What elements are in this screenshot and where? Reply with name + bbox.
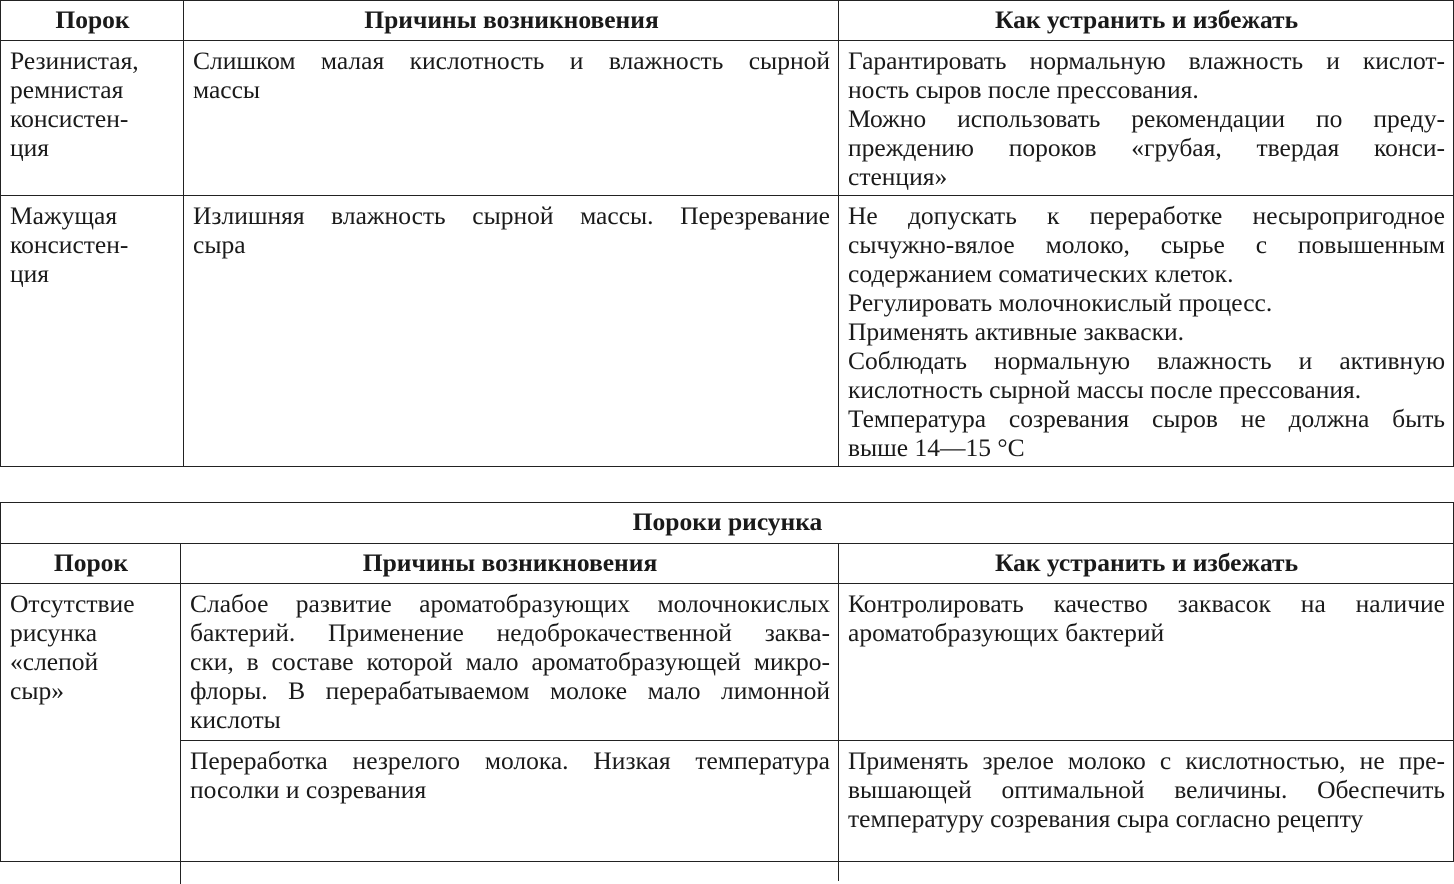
text-line: Слабое развитие ароматобразующих молочно… bbox=[190, 589, 830, 618]
text-line: консистен- bbox=[10, 230, 129, 259]
text-line: ция bbox=[10, 133, 50, 162]
text-line: температуру созревания сыра согласно рец… bbox=[848, 804, 1364, 833]
text-line: Слишком малая кислотность и влажность сы… bbox=[193, 46, 830, 75]
text-line: Не допускать к переработке несыропригодн… bbox=[848, 201, 1445, 230]
text-line: Излишняя влажность сырной массы. Перезре… bbox=[193, 201, 830, 230]
row1-causes: Слабое развитие ароматобразующих молочно… bbox=[181, 584, 839, 741]
text-line: ски, в составе которой мало ароматобразу… bbox=[190, 647, 830, 676]
text-line: Переработка незрелого молока. Низкая тем… bbox=[190, 746, 830, 775]
text-line: Температура созревания сыров не должна б… bbox=[848, 404, 1445, 433]
text-line: сычужно-вялое молоко, сырье с повышенным bbox=[848, 230, 1445, 259]
text-line: преждению пороков «грубая, твердая конси… bbox=[848, 133, 1445, 162]
pattern-defects-table: Пороки рисунка Порок Причины возникновен… bbox=[0, 502, 1454, 884]
text-line: Резинистая, bbox=[10, 46, 139, 75]
text-line: ароматобразующих бактерий bbox=[848, 618, 1165, 647]
table-title: Пороки рисунка bbox=[1, 503, 1453, 544]
text-line: стенция» bbox=[848, 162, 948, 191]
row1-causes: Слишком малая кислотность и влажность сы… bbox=[184, 41, 839, 196]
header-causes: Причины возникновения bbox=[184, 1, 839, 41]
header-defect: Порок bbox=[1, 1, 184, 41]
text-line: рисунка bbox=[10, 618, 98, 647]
text-line: Отсутствие bbox=[10, 589, 135, 618]
text-line: «слепой bbox=[10, 647, 99, 676]
row1-remedy: Контролировать качество заквасок на нали… bbox=[839, 584, 1453, 741]
text-line: сыра bbox=[193, 230, 246, 259]
header-defect: Порок bbox=[1, 544, 181, 584]
text-line: Гарантировать нормальную влажность и кис… bbox=[848, 46, 1445, 75]
header-remedy: Как устранить и избежать bbox=[839, 1, 1453, 41]
text-line: массы bbox=[193, 75, 261, 104]
text-line: вышающей оптимальной величины. Обеспечит… bbox=[848, 775, 1445, 804]
row2-remedy: Применять зрелое молоко с кислотностью, … bbox=[839, 741, 1453, 881]
text-line: содержанием соматических клеток. bbox=[848, 259, 1234, 288]
text-line: ность сыров после прессования. bbox=[848, 75, 1199, 104]
text-line: флоры. В перерабатываемом молоке мало ли… bbox=[190, 676, 830, 705]
defect-cell: Отсутствие рисунка «слепой сыр» bbox=[1, 584, 181, 884]
text-line: ция bbox=[10, 259, 50, 288]
row1-remedy: Гарантировать нормальную влажность и кис… bbox=[839, 41, 1453, 196]
text-line: сыр» bbox=[10, 676, 64, 705]
header-causes: Причины возникновения bbox=[181, 544, 839, 584]
consistency-defects-table: Порок Причины возникновения Как устранит… bbox=[0, 0, 1454, 467]
text-line: Мажущая bbox=[10, 201, 118, 230]
text-line: Можно использовать рекомендации по преду… bbox=[848, 104, 1445, 133]
row1-defect: Резинистая, ремнистая консистен-ция bbox=[1, 41, 184, 196]
text-line: кислотность сырной массы после прессован… bbox=[848, 375, 1362, 404]
row2-causes: Переработка незрелого молока. Низкая тем… bbox=[181, 741, 839, 881]
text-line: кислоты bbox=[190, 705, 281, 734]
text-line: ремнистая bbox=[10, 75, 124, 104]
text-line: Соблюдать нормальную влажность и активну… bbox=[848, 346, 1445, 375]
text-line: посолки и созревания bbox=[190, 775, 427, 804]
text-line: Регулировать молочнокислый процесс. bbox=[848, 288, 1273, 317]
header-remedy: Как устранить и избежать bbox=[839, 544, 1453, 584]
text-line: Контролировать качество заквасок на нали… bbox=[848, 589, 1445, 618]
text-line: Применять зрелое молоко с кислотностью, … bbox=[848, 746, 1445, 775]
row2-defect: Мажущая консистен-ция bbox=[1, 196, 184, 466]
row2-causes: Излишняя влажность сырной массы. Перезре… bbox=[184, 196, 839, 466]
text-line: выше 14—15 °C bbox=[848, 433, 1025, 462]
text-line: Применять активные закваски. bbox=[848, 317, 1184, 346]
text-line: консистен- bbox=[10, 104, 129, 133]
row2-remedy: Не допускать к переработке несыропригодн… bbox=[839, 196, 1453, 466]
text-line: бактерий. Применение недоброкачественной… bbox=[190, 618, 830, 647]
